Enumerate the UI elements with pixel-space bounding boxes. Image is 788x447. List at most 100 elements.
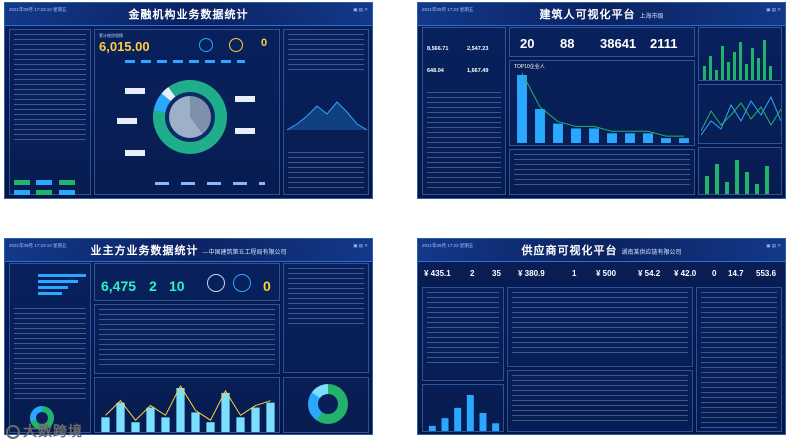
kpi-value: 2 bbox=[470, 269, 475, 278]
supplier-bar-chart bbox=[428, 395, 500, 431]
right-chart-2 bbox=[698, 84, 782, 144]
left-value: 648.04 bbox=[427, 68, 444, 74]
total-value: 6,015.00 bbox=[99, 39, 150, 54]
stat-circle-b bbox=[229, 38, 243, 52]
chart-bar bbox=[643, 133, 653, 143]
kpi-value: 10 bbox=[169, 278, 185, 294]
chart-bar bbox=[454, 407, 462, 431]
chart-bar bbox=[535, 109, 545, 143]
watermark-logo-icon bbox=[6, 425, 20, 440]
stat-circle-a bbox=[199, 38, 213, 52]
chart-bar bbox=[176, 388, 185, 432]
kpi-value: 88 bbox=[560, 36, 575, 51]
kpi-value: ¥ 54.2 bbox=[638, 269, 661, 278]
top10-bar-chart bbox=[517, 72, 689, 143]
chart-bar bbox=[206, 422, 215, 432]
left-column bbox=[9, 29, 91, 195]
chart-bar bbox=[479, 413, 487, 431]
area-line-chart bbox=[287, 101, 367, 131]
chart-bar bbox=[101, 417, 110, 432]
dashboard-thumbnail-owner[interactable]: 2021年09月 17:23:10 星期五 业主方业务数据统计 —中国建筑第五工程… bbox=[4, 238, 373, 435]
chart-bar bbox=[607, 133, 617, 143]
legend-strip bbox=[125, 60, 245, 63]
top10-chart-box: TOP10企业人 bbox=[509, 60, 695, 146]
dashboard-thumbnail-supplier[interactable]: 2021年09月 17:23 星期五 供应商可视化平台 湖南某供应链有限公司 ▣ … bbox=[417, 238, 786, 435]
kpi-strip: ¥ 435.1 2 35 ¥ 380.9 1 ¥ 500 ¥ 54.2 ¥ 42… bbox=[422, 263, 782, 285]
dashboard-title: 金融机构业务数据统计 bbox=[128, 9, 249, 21]
header-actions: ▣ ▤ ✕ bbox=[766, 243, 781, 248]
total-label: 累计借贷规模 bbox=[99, 33, 123, 38]
right-line-chart bbox=[701, 95, 781, 136]
kpi-value: 2111 bbox=[650, 36, 678, 51]
right-donut-box bbox=[283, 377, 369, 433]
chart-bar bbox=[589, 128, 599, 143]
kpi-value: 14.7 bbox=[728, 269, 744, 278]
datetime: 2021年09月 17:23:10 星期五 bbox=[9, 243, 67, 248]
header-bar: 2021年09月 17:23:10 星期五 金融机构业务数据统计 ▣ ▤ ✕ bbox=[5, 3, 372, 26]
datetime: 2021年09月 17:23 星期五 bbox=[422, 7, 474, 12]
donut-label bbox=[125, 150, 145, 156]
datetime: 2021年09月 17:23 星期五 bbox=[422, 243, 474, 248]
kpi-value: ¥ 42.0 bbox=[674, 269, 697, 278]
center-list bbox=[507, 370, 693, 432]
kpi-row: 20 88 38641 2111 bbox=[509, 27, 695, 57]
stat-value: 0 bbox=[261, 37, 268, 49]
header-actions: ▣ ▤ ✕ bbox=[353, 7, 368, 12]
chart-bar bbox=[679, 138, 689, 143]
chart-bar bbox=[266, 402, 275, 432]
header-bar: 2021年09月 17:23 星期五 供应商可视化平台 湖南某供应链有限公司 ▣ … bbox=[418, 239, 785, 262]
center-panel: 累计借贷规模 6,015.00 0 bbox=[94, 29, 280, 195]
chart-bar bbox=[441, 418, 449, 431]
kpi-value: 6,475 bbox=[101, 278, 137, 294]
bottom-legend bbox=[155, 182, 265, 185]
chart-bar bbox=[428, 425, 436, 431]
watermark: 大数跨境 bbox=[6, 421, 83, 441]
stat-circle bbox=[233, 274, 251, 292]
chart-bar bbox=[661, 138, 671, 143]
header-actions: ▣ ▤ ✕ bbox=[766, 7, 781, 12]
donut-inner bbox=[169, 96, 211, 138]
right-column bbox=[283, 263, 369, 373]
chart-bar bbox=[571, 128, 581, 143]
donut-label bbox=[235, 128, 255, 134]
header-actions: ▣ ▤ ✕ bbox=[353, 243, 368, 248]
chart-title: TOP10企业人 bbox=[514, 64, 545, 70]
left-value: 8,566.71 bbox=[427, 46, 449, 52]
kpi-value: 0 bbox=[263, 278, 271, 294]
right-bar-chart-2 bbox=[705, 160, 769, 194]
center-table bbox=[507, 287, 693, 367]
donut-label bbox=[117, 118, 137, 124]
chart-bar bbox=[553, 123, 563, 143]
left-value: 2,547.23 bbox=[467, 46, 489, 52]
kpi-value: 35 bbox=[492, 269, 501, 278]
kpi-value: 2 bbox=[149, 278, 157, 294]
kpi-value: ¥ 500 bbox=[596, 269, 617, 278]
kpi-row: 6,475 2 10 0 bbox=[94, 263, 280, 301]
chart-bar bbox=[131, 422, 140, 432]
header-bar: 2021年09月 17:23 星期五 建筑人可视化平台 上海市级 ▣ ▤ ✕ bbox=[418, 3, 785, 26]
left-value: 1,667.49 bbox=[467, 68, 489, 74]
kpi-value: 1 bbox=[572, 269, 577, 278]
right-chart-1 bbox=[698, 27, 782, 81]
dashboard-title: 供应商可视化平台 湖南某供应链有限公司 bbox=[521, 245, 682, 257]
chart-line bbox=[105, 384, 271, 421]
chart-bar bbox=[466, 395, 474, 431]
combo-bar-line-chart bbox=[101, 384, 275, 432]
datetime: 2021年09月 17:23:10 星期五 bbox=[9, 7, 67, 12]
bar-chart-box bbox=[94, 377, 280, 433]
kpi-value: 20 bbox=[520, 36, 535, 51]
chart-bar bbox=[116, 402, 125, 432]
left-chart-box bbox=[422, 384, 504, 432]
dashboard-thumbnail-finance[interactable]: 2021年09月 17:23:10 星期五 金融机构业务数据统计 ▣ ▤ ✕ 累… bbox=[4, 2, 373, 199]
kpi-value: 553.6 bbox=[756, 269, 777, 278]
kpi-value: ¥ 435.1 bbox=[424, 269, 451, 278]
right-bar-chart bbox=[703, 40, 772, 80]
bottom-list bbox=[509, 149, 695, 195]
right-chart-3 bbox=[698, 147, 782, 195]
dashboard-thumbnail-construction[interactable]: 2021年09月 17:23 星期五 建筑人可视化平台 上海市级 ▣ ▤ ✕ 8,… bbox=[417, 2, 786, 199]
dashboard-title: 建筑人可视化平台 上海市级 bbox=[539, 9, 664, 21]
left-column bbox=[9, 263, 91, 433]
chart-bar bbox=[625, 133, 635, 143]
left-column: 8,566.71 2,547.23 648.04 1,667.49 bbox=[422, 27, 506, 195]
task-list bbox=[94, 304, 280, 374]
